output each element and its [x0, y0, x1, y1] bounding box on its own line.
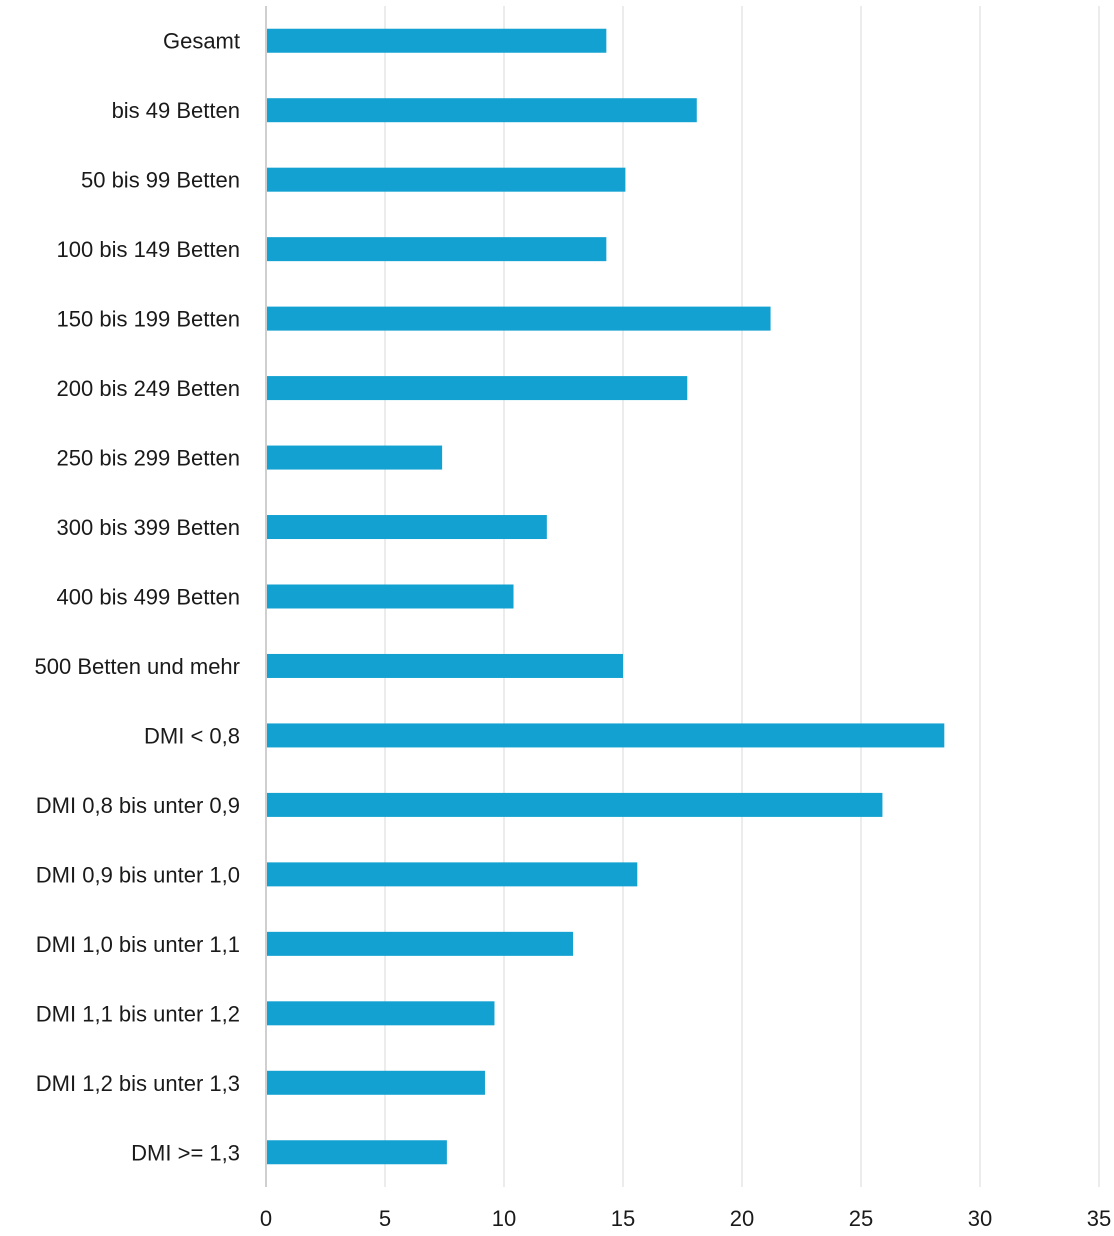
- category-label: 100 bis 149 Betten: [57, 237, 240, 262]
- bar: [267, 28, 607, 53]
- category-label: Gesamt: [163, 29, 240, 54]
- category-label: DMI >= 1,3: [131, 1140, 240, 1165]
- category-label: DMI 1,0 bis unter 1,1: [36, 932, 240, 957]
- bar: [267, 931, 574, 956]
- category-label: DMI 1,1 bis unter 1,2: [36, 1001, 240, 1026]
- bar: [267, 376, 688, 401]
- x-axis-tick-labels: 0 5 10 15 20 25 30 35: [260, 1206, 1111, 1231]
- bar: [267, 237, 607, 262]
- x-tick-label: 25: [849, 1206, 873, 1231]
- bars: [267, 28, 945, 1165]
- gridlines: [265, 6, 1100, 1187]
- x-tick-label: 20: [730, 1206, 754, 1231]
- bar: [267, 98, 697, 123]
- x-tick-label: 10: [492, 1206, 516, 1231]
- category-label: 250 bis 299 Betten: [57, 446, 240, 471]
- x-tick-label: 5: [379, 1206, 391, 1231]
- bar: [267, 862, 638, 887]
- bar: [267, 1140, 447, 1165]
- bar: [267, 1001, 495, 1026]
- bar: [267, 653, 623, 678]
- bar: [267, 167, 626, 192]
- category-labels: Gesamt bis 49 Betten 50 bis 99 Betten 100 b…: [35, 29, 240, 1166]
- category-label: bis 49 Betten: [112, 98, 240, 123]
- bar: [267, 584, 514, 609]
- category-label: DMI 1,2 bis unter 1,3: [36, 1071, 240, 1096]
- x-tick-label: 0: [260, 1206, 272, 1231]
- bar: [267, 792, 883, 817]
- bar: [267, 515, 547, 540]
- bar: [267, 723, 945, 748]
- x-tick-label: 35: [1087, 1206, 1111, 1231]
- category-label: 400 bis 499 Betten: [57, 584, 240, 609]
- category-label: 150 bis 199 Betten: [57, 307, 240, 332]
- category-label: DMI < 0,8: [144, 723, 240, 748]
- category-label: 500 Betten und mehr: [35, 654, 240, 679]
- bar: [267, 306, 771, 331]
- bar: [267, 1070, 485, 1095]
- bar: [267, 445, 443, 470]
- category-label: 300 bis 399 Betten: [57, 515, 240, 540]
- category-label: DMI 0,8 bis unter 0,9: [36, 793, 240, 818]
- x-tick-label: 30: [968, 1206, 992, 1231]
- category-label: 50 bis 99 Betten: [81, 168, 240, 193]
- x-tick-label: 15: [611, 1206, 635, 1231]
- category-label: DMI 0,9 bis unter 1,0: [36, 862, 240, 887]
- category-label: 200 bis 249 Betten: [57, 376, 240, 401]
